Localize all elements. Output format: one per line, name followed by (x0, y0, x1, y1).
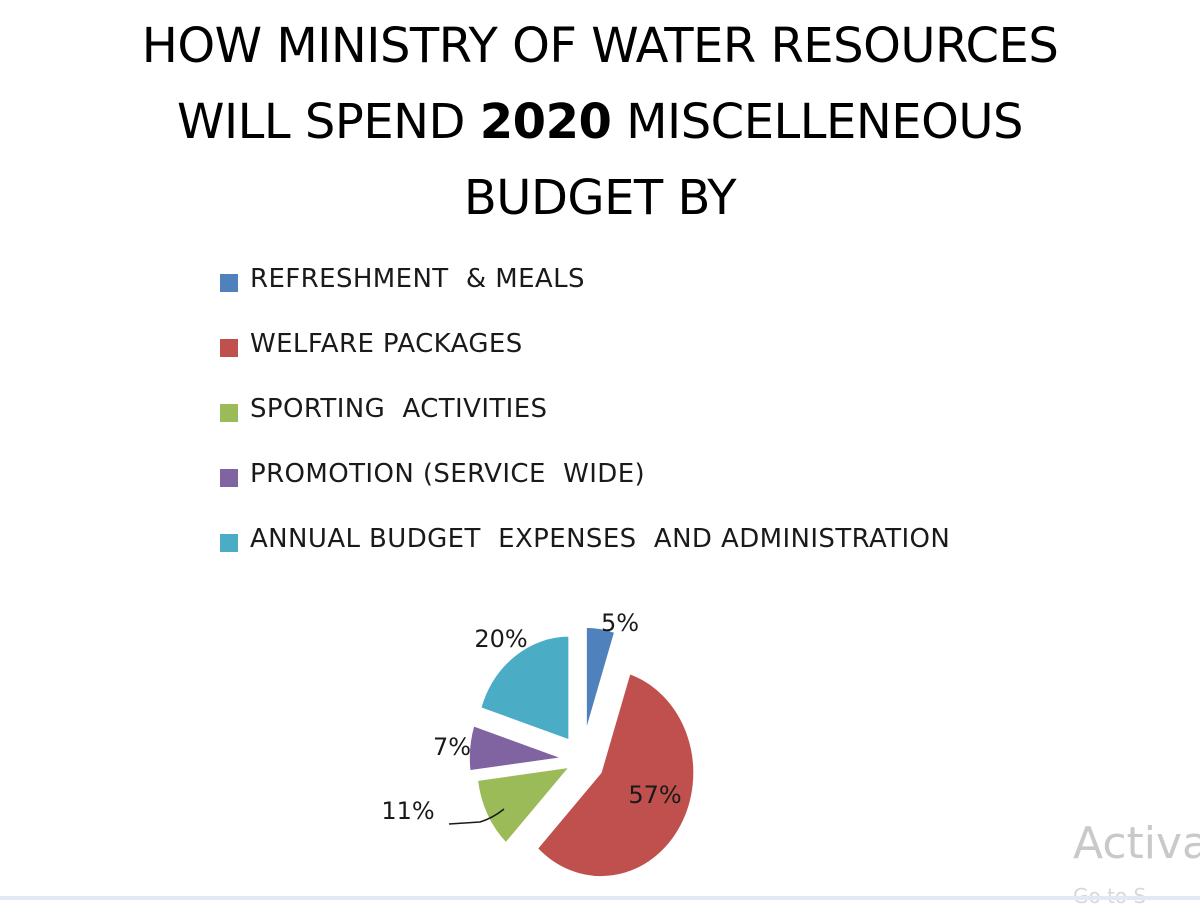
chart-title: HOW MINISTRY OF WATER RESOURCES WILL SPE… (0, 8, 1200, 236)
title-line-2: WILL SPEND 2020 MISCELLENEOUS (0, 84, 1200, 160)
legend-label: WELFARE PACKAGES (250, 329, 523, 359)
legend-label: ANNUAL BUDGET EXPENSES AND ADMINISTRATIO… (250, 524, 951, 554)
pie-slice (468, 724, 563, 772)
title-line-2-end: MISCELLENEOUS (611, 94, 1023, 150)
pie-slice (479, 635, 570, 742)
pie-data-label: 5% (601, 609, 639, 637)
title-line-2-start: WILL SPEND (177, 94, 480, 150)
legend-label: SPORTING ACTIVITIES (250, 394, 548, 424)
pie-data-label: 20% (474, 625, 527, 653)
title-year: 2020 (479, 94, 612, 150)
pie-data-label: 57% (628, 781, 681, 809)
pie-slice (536, 672, 695, 878)
title-line-1: HOW MINISTRY OF WATER RESOURCES (141, 18, 1059, 74)
pie-slice (476, 766, 572, 845)
pie-leader-line (448, 808, 505, 825)
title-line-3: BUDGET BY (463, 170, 737, 226)
legend-swatch (220, 274, 238, 292)
legend-swatch (220, 469, 238, 487)
pie-data-label: 7% (433, 733, 471, 761)
legend-swatch (220, 339, 238, 357)
bottom-edge-bar (0, 896, 1200, 900)
pie-data-label: 11% (381, 797, 434, 825)
legend-swatch (220, 404, 238, 422)
activation-watermark: Activa (1073, 818, 1200, 869)
pie-slice (585, 626, 616, 732)
legend-label: PROMOTION (SERVICE WIDE) (250, 459, 646, 489)
legend-label: REFRESHMENT & MEALS (250, 264, 585, 294)
legend-swatch (220, 534, 238, 552)
